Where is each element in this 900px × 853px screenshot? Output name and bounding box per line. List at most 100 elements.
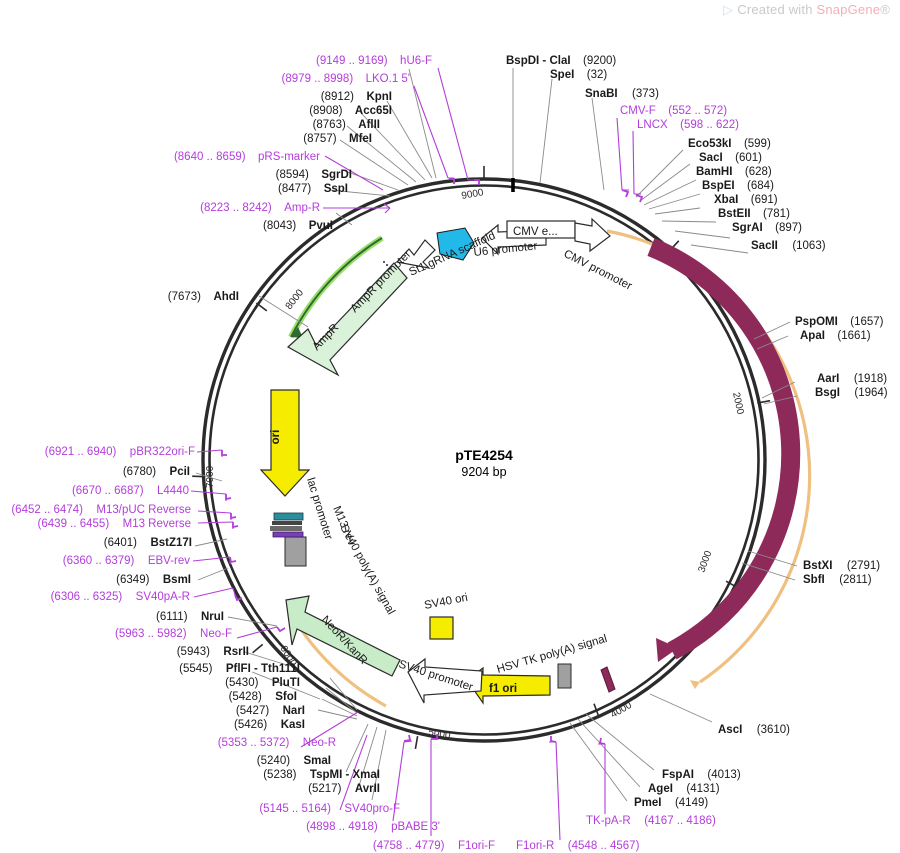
label-pos: (6111) [156, 611, 188, 623]
watermark-brand: SnapGene [816, 2, 881, 17]
feature-label-m13-rev: M13 rev [330, 504, 357, 547]
label-pos: (8043) [263, 220, 296, 232]
label-pos: (9200) [583, 55, 616, 67]
leader-lines-left [194, 472, 229, 581]
svg-text:BsgI (1964): BsgI (1964) [815, 383, 888, 400]
label-name: F1ori-R [516, 840, 554, 852]
svg-text:(4898 .. 4918) pBABE 3': (4898 .. 4918) pBABE 3' [306, 817, 440, 834]
feature-label-lac-promoter: lac promoter [304, 476, 334, 541]
leader-lines-top-right [512, 68, 749, 254]
label-pos: (3610) [757, 724, 790, 736]
svg-text:XbaI (691): XbaI (691) [714, 190, 778, 207]
svg-text:(5426) KasI: (5426) KasI [234, 715, 305, 732]
svg-text:(6401) BstZ17I: (6401) BstZ17I [104, 533, 192, 550]
label-name: M13/pUC Reverse [96, 504, 191, 516]
svg-text:(5238) TspMI - XmaI: (5238) TspMI - XmaI [263, 765, 380, 782]
feature-label-cmv-promoter: CMV promoter [562, 248, 634, 293]
svg-text:(6780) PciI: (6780) PciI [123, 462, 190, 479]
label-name: FspAI [662, 769, 694, 781]
axis-tick-label: 2000 [730, 391, 745, 415]
svg-text:(8912) KpnI: (8912) KpnI [321, 87, 392, 104]
svg-text:BspDI - ClaI (9200): BspDI - ClaI (9200) [506, 51, 616, 68]
label-name: Acc65I [355, 105, 392, 117]
label-pos: (601) [735, 152, 762, 164]
svg-text:(6306 .. 6325) SV40pA-R: (6306 .. 6325) SV40pA-R [51, 587, 190, 604]
label-name: SV40pro-F [344, 803, 400, 815]
label-pos: (4149) [675, 797, 708, 809]
label-name: AscI [718, 724, 742, 736]
svg-text:(5943) RsrII: (5943) RsrII [177, 642, 249, 659]
label-pos: (8763) [313, 119, 346, 131]
label-range: (552 .. 572) [668, 105, 727, 117]
label-pos: (5428) [229, 691, 262, 703]
label-group-top-right: BspDI - ClaI (9200) SpeI (32) SnaBI (373… [506, 51, 826, 253]
svg-text:LNCX (598 .. 622): LNCX (598 .. 622) [637, 115, 739, 132]
svg-text:(7673) AhdI: (7673) AhdI [168, 287, 239, 304]
svg-text:SnaBI (373): SnaBI (373) [585, 84, 659, 101]
svg-text:(5145 .. 5164) SV40pro-F: (5145 .. 5164) SV40pro-F [259, 799, 400, 816]
label-name: BspDI - ClaI [506, 55, 571, 67]
feature-ori [259, 389, 311, 497]
svg-text:(8223 .. 8242) Amp-R: (8223 .. 8242) Amp-R [200, 198, 320, 215]
svg-text:SbfI (2811): SbfI (2811) [803, 570, 872, 587]
feature-label-cmv-enhancer: CMV e... [513, 226, 558, 238]
feature-label-f1-ori: f1 ori [489, 683, 517, 695]
svg-text:(5428) SfoI: (5428) SfoI [229, 687, 297, 704]
label-pos: (373) [632, 88, 659, 100]
label-pos: (4131) [686, 783, 719, 795]
plasmid-name: pTE4254 [455, 447, 513, 463]
feature-f1-ori [466, 666, 551, 705]
svg-text:(6452 .. 6474) M13/pUC R: (6452 .. 6474) M13/pUC Reverse [11, 500, 191, 517]
label-range: (6306 .. 6325) [51, 591, 123, 603]
label-name: SgrAI [732, 222, 763, 234]
label-name: AgeI [648, 783, 673, 795]
label-pos: (5426) [234, 719, 267, 731]
svg-text:SacII (1063): SacII (1063) [751, 236, 826, 253]
label-name: SacII [751, 240, 778, 252]
svg-text:FspAI (4013): FspAI (4013) [662, 765, 741, 782]
label-pos: (691) [751, 194, 778, 206]
label-pos: (8757) [303, 133, 336, 145]
label-pos: (5427) [236, 705, 269, 717]
watermark-suffix: ® [880, 2, 890, 17]
svg-text:(4758 .. 4779) F1ori-F: (4758 .. 4779) F1ori-F [373, 836, 495, 853]
snapgene-logo-icon: ▷ [723, 2, 734, 17]
svg-text:(5240) SmaI: (5240) SmaI [257, 751, 331, 768]
plasmid-size: 9204 bp [461, 465, 506, 479]
svg-text:(8763) AflII: (8763) AflII [313, 115, 380, 132]
label-name: BstEII [718, 208, 751, 220]
axis-tick-label: 3000 [696, 549, 714, 574]
primer-leaders-top-left [323, 67, 474, 209]
label-pos: (32) [587, 69, 608, 81]
feature-neor-kanr [285, 595, 401, 677]
svg-text:(6111) NruI: (6111) NruI [156, 607, 224, 624]
axis-tick-label: 9000 [461, 187, 485, 202]
primer-arrow-ampr [383, 203, 391, 214]
leader-lines-bottom-right [569, 693, 713, 802]
label-name: L4440 [157, 485, 189, 497]
label-pos: (5430) [225, 677, 258, 689]
feature-sv40-polya [284, 536, 307, 567]
label-name: PvuI [309, 220, 333, 232]
svg-text:(8640 .. 8659) pRS-marke: (8640 .. 8659) pRS-marker [174, 147, 320, 164]
label-range: (6670 .. 6687) [72, 485, 144, 497]
label-pos: (897) [775, 222, 802, 234]
svg-text:Eco53kI (599): Eco53kI (599) [688, 134, 771, 151]
svg-text:CMV-F (552 .. 572): CMV-F (552 .. 572) [620, 101, 727, 118]
label-range: (5145 .. 5164) [259, 803, 331, 815]
label-pos: (4013) [707, 769, 740, 781]
label-name: Neo-R [303, 737, 336, 749]
axis-tick-label: 5000 [428, 727, 452, 741]
label-name: SbfI [803, 574, 825, 586]
label-range: (4758 .. 4779) [373, 840, 445, 852]
label-range: (6921 .. 6940) [45, 446, 117, 458]
svg-text:(5430) PluTI: (5430) PluTI [225, 673, 300, 690]
label-name: PluTI [272, 677, 300, 689]
feature-hsv-tk-polya [557, 663, 572, 689]
label-range: (5353 .. 5372) [218, 737, 290, 749]
label-name: LNCX [637, 119, 668, 131]
label-pos: (5545) [179, 663, 212, 675]
svg-text:(5217) AvrII: (5217) AvrII [308, 779, 380, 796]
label-group-bottom-left: (4758 .. 4779) F1ori-F (4898 .. 4918) pB… [115, 607, 495, 853]
